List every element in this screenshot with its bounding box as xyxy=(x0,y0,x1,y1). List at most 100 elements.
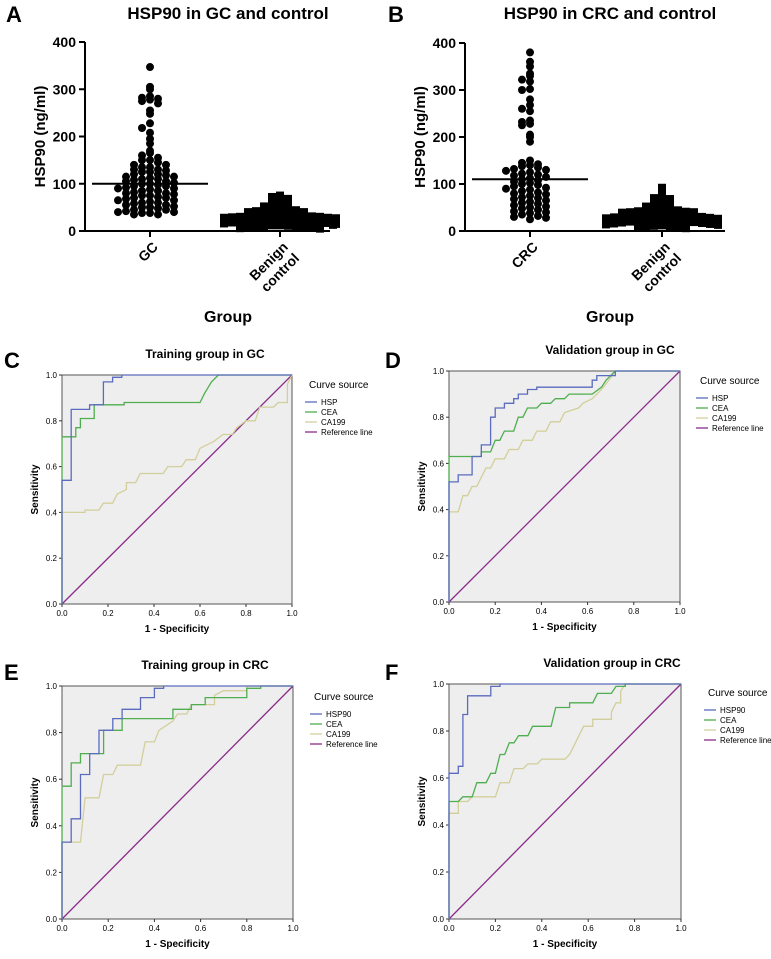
data-point xyxy=(666,205,674,214)
legend-entry: HSP xyxy=(712,394,728,403)
x-tick-label: 0.4 xyxy=(536,607,548,616)
data-point xyxy=(130,199,138,208)
data-point xyxy=(244,223,252,232)
data-point xyxy=(658,203,666,212)
data-point xyxy=(244,211,252,220)
data-point xyxy=(162,171,170,180)
data-point xyxy=(268,192,276,201)
y-tick-label: 0.8 xyxy=(433,727,445,736)
y-tick-label: 0.4 xyxy=(433,821,445,830)
data-point xyxy=(534,180,542,189)
data-point xyxy=(618,208,626,217)
x-axis-label: Group xyxy=(204,309,252,326)
y-tick-label: 0.8 xyxy=(433,413,445,422)
x-tick-label: 0.0 xyxy=(56,924,68,933)
y-tick-label: 0.6 xyxy=(433,459,445,468)
legend-entry: Reference line xyxy=(720,736,771,745)
data-point xyxy=(268,204,276,213)
x-tick-label: 0.0 xyxy=(443,924,455,933)
data-point xyxy=(682,211,690,220)
data-point xyxy=(666,215,674,224)
data-point xyxy=(138,156,146,165)
data-point xyxy=(130,193,138,202)
data-point xyxy=(542,208,550,217)
data-point xyxy=(542,165,550,174)
series-line xyxy=(61,374,292,604)
y-tick-label: 0.2 xyxy=(46,868,58,877)
data-point xyxy=(650,215,658,224)
data-point xyxy=(526,168,534,177)
data-point xyxy=(162,193,170,202)
x-tick-label: 0.6 xyxy=(195,924,207,933)
data-point xyxy=(690,218,698,227)
data-point xyxy=(526,119,534,128)
data-point xyxy=(526,215,534,224)
x-tick-label: GC xyxy=(135,239,161,265)
data-point xyxy=(666,201,674,210)
series-line xyxy=(61,685,293,919)
data-point xyxy=(276,191,284,200)
series-line xyxy=(61,374,293,605)
data-point xyxy=(658,209,666,218)
data-point xyxy=(634,223,642,232)
data-point xyxy=(252,222,260,231)
data-point xyxy=(284,201,292,210)
data-point xyxy=(130,188,138,197)
data-point xyxy=(502,184,510,193)
data-point xyxy=(154,192,162,201)
data-point xyxy=(130,170,138,179)
series-line xyxy=(61,685,293,919)
series-line xyxy=(448,683,682,920)
y-tick-label: 100 xyxy=(53,176,77,192)
series-line xyxy=(448,370,681,603)
data-point xyxy=(526,85,534,94)
data-point xyxy=(502,166,510,175)
x-tick-label: 0.6 xyxy=(583,924,595,933)
data-point xyxy=(650,209,658,218)
chart-title: Training group in GC xyxy=(145,347,265,361)
data-point xyxy=(276,221,284,230)
data-point xyxy=(666,222,674,231)
legend-entry: CEA xyxy=(720,716,737,725)
legend-entry: CEA xyxy=(321,408,338,417)
x-tick-label: 1.0 xyxy=(286,609,298,618)
y-tick-label: 0.8 xyxy=(46,729,58,738)
data-point xyxy=(316,224,324,233)
data-point xyxy=(122,183,130,192)
y-tick-label: 0 xyxy=(68,223,76,239)
chart-title: HSP90 in CRC and control xyxy=(504,4,717,23)
data-point xyxy=(170,202,178,211)
data-point xyxy=(154,204,162,213)
data-point xyxy=(138,123,146,132)
data-point xyxy=(658,215,666,224)
data-point xyxy=(154,198,162,207)
series-line xyxy=(448,683,681,919)
data-point xyxy=(170,208,178,217)
data-point xyxy=(526,107,534,116)
data-point xyxy=(138,203,146,212)
panel-letter: A xyxy=(6,2,22,27)
data-point xyxy=(714,214,722,223)
legend-entry: CEA xyxy=(326,720,343,729)
data-point xyxy=(642,210,650,219)
data-point xyxy=(526,191,534,200)
y-tick-label: 0.0 xyxy=(46,600,58,609)
data-point xyxy=(146,167,154,176)
panel-letter: F xyxy=(385,660,398,685)
data-point xyxy=(146,139,154,148)
data-point xyxy=(146,95,154,104)
x-tick-label: 0.2 xyxy=(103,924,115,933)
legend-title: Curve source xyxy=(708,688,768,699)
x-axis-label: 1 - Specificity xyxy=(533,939,598,950)
data-point xyxy=(510,195,518,204)
x-tick-label: 0.2 xyxy=(102,609,114,618)
data-point xyxy=(138,209,146,218)
data-point xyxy=(526,209,534,218)
y-tick-label: 200 xyxy=(53,129,77,145)
y-tick-label: 0.0 xyxy=(46,915,58,924)
data-point xyxy=(650,204,658,213)
data-point xyxy=(146,197,154,206)
panel-a: A HSP90 in GC and control 0 100 200 300 400 HSP… xyxy=(6,2,340,326)
panel-f: F Validation group in CRC 0.00.0 0.2 0.2 0.4 0… xyxy=(385,656,771,950)
